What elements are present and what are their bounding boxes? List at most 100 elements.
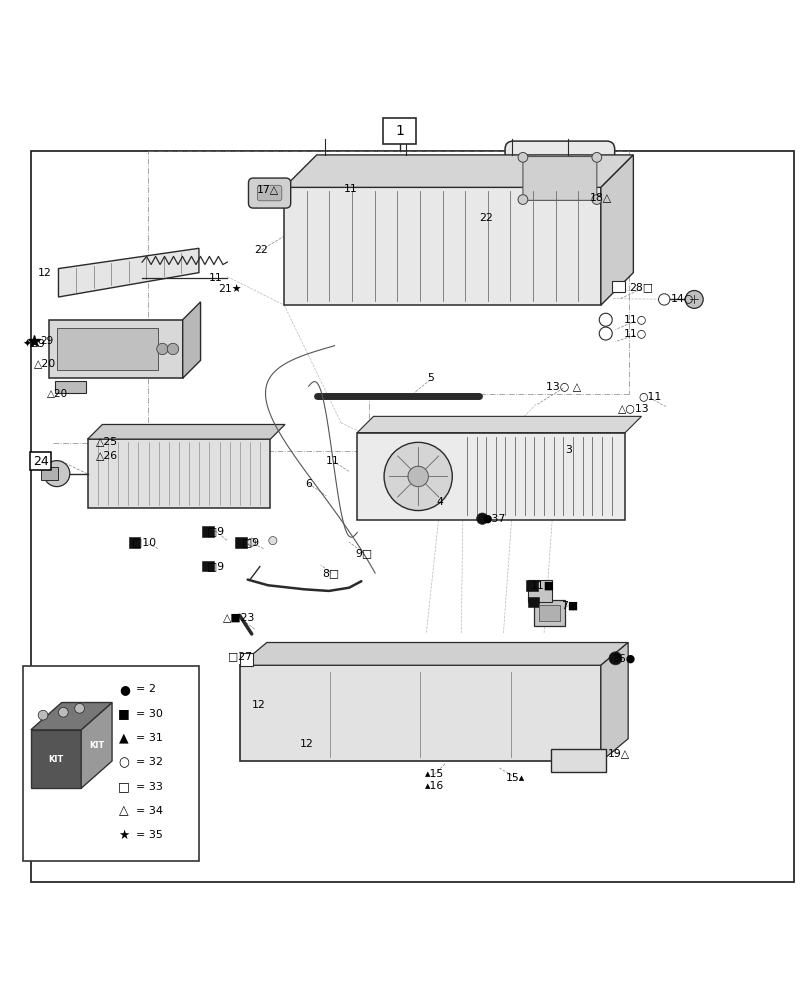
FancyBboxPatch shape bbox=[504, 141, 614, 216]
Circle shape bbox=[599, 327, 611, 340]
Text: △25: △25 bbox=[96, 437, 118, 447]
Circle shape bbox=[75, 703, 84, 713]
Circle shape bbox=[591, 195, 601, 204]
Circle shape bbox=[658, 294, 669, 305]
Polygon shape bbox=[600, 643, 628, 761]
Text: 29: 29 bbox=[41, 336, 54, 346]
Polygon shape bbox=[31, 703, 112, 730]
Polygon shape bbox=[49, 320, 182, 378]
Text: 24: 24 bbox=[32, 455, 49, 468]
Text: 21★: 21★ bbox=[218, 284, 241, 294]
Text: ●: ● bbox=[118, 683, 130, 696]
Text: ★: ★ bbox=[118, 829, 130, 842]
Circle shape bbox=[157, 343, 168, 355]
Polygon shape bbox=[284, 155, 633, 187]
Circle shape bbox=[38, 710, 48, 720]
Circle shape bbox=[684, 291, 702, 308]
Text: △20: △20 bbox=[33, 359, 56, 369]
Text: △■23: △■23 bbox=[223, 613, 255, 623]
Text: 18△: 18△ bbox=[589, 192, 611, 202]
FancyBboxPatch shape bbox=[248, 178, 290, 208]
Text: = 30: = 30 bbox=[136, 709, 163, 719]
Text: △○13: △○13 bbox=[617, 403, 648, 413]
Text: 13○ △: 13○ △ bbox=[545, 381, 581, 391]
Circle shape bbox=[517, 152, 527, 162]
Bar bbox=[240, 653, 253, 666]
Text: = 34: = 34 bbox=[136, 806, 163, 816]
Text: 22: 22 bbox=[255, 245, 268, 255]
Text: ○11: ○11 bbox=[637, 391, 660, 401]
Text: 19△: 19△ bbox=[607, 748, 629, 758]
Text: □9: □9 bbox=[241, 537, 259, 547]
Text: 12: 12 bbox=[251, 700, 264, 710]
Text: 7■: 7■ bbox=[560, 601, 578, 611]
FancyBboxPatch shape bbox=[383, 118, 415, 144]
Text: = 33: = 33 bbox=[136, 782, 163, 792]
Polygon shape bbox=[239, 643, 628, 665]
Bar bbox=[527, 597, 539, 607]
Text: ▲: ▲ bbox=[119, 731, 129, 744]
Text: = 31: = 31 bbox=[136, 733, 163, 743]
Text: 17△: 17△ bbox=[256, 184, 279, 194]
Polygon shape bbox=[357, 416, 641, 433]
Text: △: △ bbox=[119, 804, 129, 817]
Bar bbox=[527, 580, 551, 601]
Bar bbox=[55, 381, 86, 393]
Text: □: □ bbox=[118, 780, 130, 793]
Text: 11: 11 bbox=[344, 184, 357, 194]
Text: 22: 22 bbox=[478, 213, 491, 223]
Text: □9: □9 bbox=[206, 526, 224, 536]
Text: □27: □27 bbox=[227, 651, 251, 661]
Text: ▴15: ▴15 bbox=[424, 769, 444, 779]
Text: 4: 4 bbox=[436, 497, 443, 507]
Text: = 32: = 32 bbox=[136, 757, 163, 767]
Bar bbox=[41, 467, 58, 480]
Text: ○: ○ bbox=[118, 756, 130, 769]
Text: ■: ■ bbox=[118, 707, 130, 720]
Bar bbox=[88, 439, 270, 508]
Polygon shape bbox=[600, 155, 633, 305]
Polygon shape bbox=[239, 665, 600, 761]
Circle shape bbox=[476, 513, 487, 524]
Circle shape bbox=[247, 538, 255, 546]
Text: 11: 11 bbox=[326, 456, 339, 466]
Bar bbox=[550, 749, 605, 772]
Text: 28□: 28□ bbox=[629, 282, 653, 292]
Circle shape bbox=[517, 195, 527, 204]
Circle shape bbox=[591, 152, 601, 162]
Text: 8□: 8□ bbox=[322, 568, 340, 578]
Circle shape bbox=[384, 442, 452, 511]
Text: 3: 3 bbox=[564, 445, 571, 455]
Text: 1: 1 bbox=[395, 124, 403, 138]
Text: KIT: KIT bbox=[49, 755, 63, 764]
Text: KIT: KIT bbox=[89, 741, 104, 750]
Polygon shape bbox=[88, 424, 285, 439]
Polygon shape bbox=[31, 730, 81, 788]
Bar bbox=[57, 328, 158, 370]
Circle shape bbox=[44, 461, 70, 487]
Text: △26: △26 bbox=[96, 450, 118, 460]
Text: □9: □9 bbox=[206, 562, 224, 572]
Circle shape bbox=[599, 313, 611, 326]
FancyBboxPatch shape bbox=[257, 185, 281, 201]
Text: ✦29: ✦29 bbox=[23, 339, 45, 349]
Bar bbox=[357, 433, 624, 520]
Text: 11○: 11○ bbox=[623, 315, 646, 325]
FancyBboxPatch shape bbox=[522, 157, 596, 200]
Text: = 35: = 35 bbox=[136, 830, 163, 840]
Circle shape bbox=[58, 707, 68, 717]
Polygon shape bbox=[58, 248, 199, 297]
Text: 9□: 9□ bbox=[354, 548, 372, 558]
Circle shape bbox=[268, 537, 277, 545]
Text: ●37: ●37 bbox=[482, 514, 504, 524]
Bar bbox=[539, 605, 560, 621]
Text: 11: 11 bbox=[208, 273, 221, 283]
Bar bbox=[129, 537, 140, 548]
Bar bbox=[534, 600, 564, 626]
Polygon shape bbox=[81, 703, 112, 788]
Text: 12: 12 bbox=[38, 268, 51, 278]
Polygon shape bbox=[182, 302, 200, 378]
Circle shape bbox=[407, 466, 428, 487]
Bar bbox=[235, 537, 247, 548]
Text: 14○: 14○ bbox=[670, 294, 693, 304]
